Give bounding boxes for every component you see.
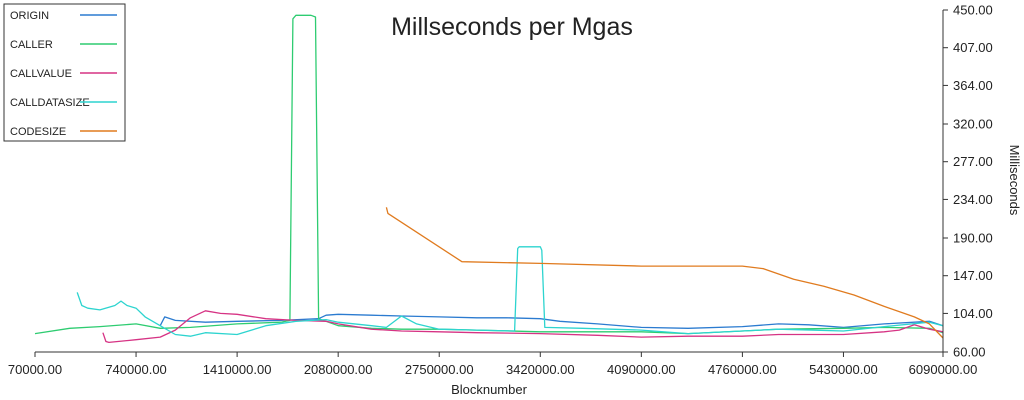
legend-label: ORIGIN — [10, 10, 49, 22]
legend-label: CALLER — [10, 39, 53, 51]
legend-label: CALLVALUE — [10, 68, 72, 80]
plot-area — [34, 14, 944, 344]
y-tick-label: 407.00 — [953, 40, 993, 55]
legend-label: CODESIZE — [10, 126, 66, 138]
y-tick-label: 320.00 — [953, 117, 993, 132]
y-axis-label: Milliseconds — [1007, 145, 1022, 216]
x-tick-label: 70000.00 — [8, 362, 62, 377]
series-line-codesize — [385, 207, 944, 339]
series-line-origin — [159, 313, 944, 329]
x-tick-label: 2750000.00 — [405, 362, 474, 377]
x-tick-label: 6090000.00 — [909, 362, 978, 377]
y-axis: 60.00 104.00 147.00 190.00 234.00 277.00 320.0… — [942, 3, 993, 360]
y-tick-label: 104.00 — [953, 306, 993, 321]
x-tick-label: 4090000.00 — [607, 362, 676, 377]
y-tick-label: 450.00 — [953, 3, 993, 18]
series-line-caller — [34, 14, 944, 335]
y-tick-label: 147.00 — [953, 268, 993, 283]
y-tick-label: 277.00 — [953, 154, 993, 169]
x-tick-label: 4760000.00 — [708, 362, 777, 377]
x-tick-label: 3420000.00 — [506, 362, 575, 377]
x-axis-label: Blocknumber — [451, 382, 528, 397]
legend-label: CALLDATASIZE — [10, 97, 90, 109]
y-tick-label: 234.00 — [953, 192, 993, 207]
x-tick-label: 2080000.00 — [304, 362, 373, 377]
legend: ORIGIN CALLER CALLVALUE CALLDATASIZE CODESIZ… — [3, 3, 126, 142]
x-tick-label: 1410000.00 — [203, 362, 272, 377]
series-line-callvalue — [102, 310, 944, 344]
x-tick-label: 5430000.00 — [809, 362, 878, 377]
y-tick-label: 364.00 — [953, 78, 993, 93]
series-line-calldatasize — [76, 246, 944, 337]
x-tick-label: 740000.00 — [105, 362, 166, 377]
chart-title: Millseconds per Mgas — [391, 13, 633, 41]
y-tick-label: 190.00 — [953, 231, 993, 246]
y-tick-label: 60.00 — [953, 345, 986, 360]
x-axis: 70000.00 740000.00 1410000.00 2080000.00 275… — [8, 351, 978, 377]
